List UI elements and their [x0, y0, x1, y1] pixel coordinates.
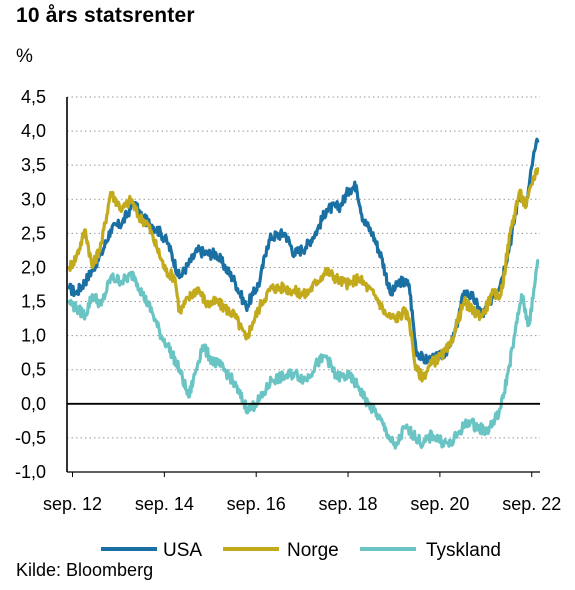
y-axis-unit-label: %	[16, 46, 33, 67]
y-tick-label: 1,0	[21, 326, 46, 346]
chart-title: 10 års statsrenter	[16, 4, 195, 27]
legend: USA Norge Tyskland	[101, 540, 501, 561]
x-tick-label: sep. 20	[410, 494, 469, 514]
y-tick-label: 1,5	[21, 292, 46, 312]
series-line-tyskland	[67, 259, 540, 450]
y-tick-label: -0,5	[15, 428, 46, 448]
y-tick-label: 2,0	[21, 257, 46, 277]
series-line-norge	[67, 167, 540, 383]
x-tick-label: sep. 16	[227, 494, 286, 514]
legend-label-usa: USA	[163, 540, 202, 561]
series-line-usa	[67, 137, 540, 367]
y-tick-label: -1,0	[15, 462, 46, 482]
x-tick-label: sep. 14	[135, 494, 194, 514]
legend-label-norge: Norge	[287, 540, 339, 561]
y-tick-label: 3,0	[21, 189, 46, 209]
x-axis-tick-labels: sep. 12 sep. 14 sep. 16 sep. 18 sep. 20 sep. …	[43, 494, 561, 514]
source-note: Kilde: Bloomberg	[16, 560, 154, 580]
grid-lines	[67, 96, 540, 439]
x-tick-label: sep. 12	[43, 494, 102, 514]
y-tick-label: 4,5	[21, 87, 46, 107]
legend-label-tyskland: Tyskland	[426, 540, 501, 561]
axes	[66, 97, 540, 477]
y-tick-label: 0,5	[21, 360, 46, 380]
y-tick-label: 0,0	[21, 394, 46, 414]
y-tick-label: 4,0	[21, 121, 46, 141]
y-tick-label: 2,5	[21, 223, 46, 243]
y-axis-tick-labels: 4,5 4,0 3,5 3,0 2,5 2,0 1,5 1,0 0,5 0,0 -0,5 -1,0	[15, 87, 46, 482]
x-tick-label: sep. 18	[319, 494, 378, 514]
series-lines	[67, 137, 540, 450]
y-tick-label: 3,5	[21, 155, 46, 175]
x-tick-label: sep. 22	[502, 494, 561, 514]
